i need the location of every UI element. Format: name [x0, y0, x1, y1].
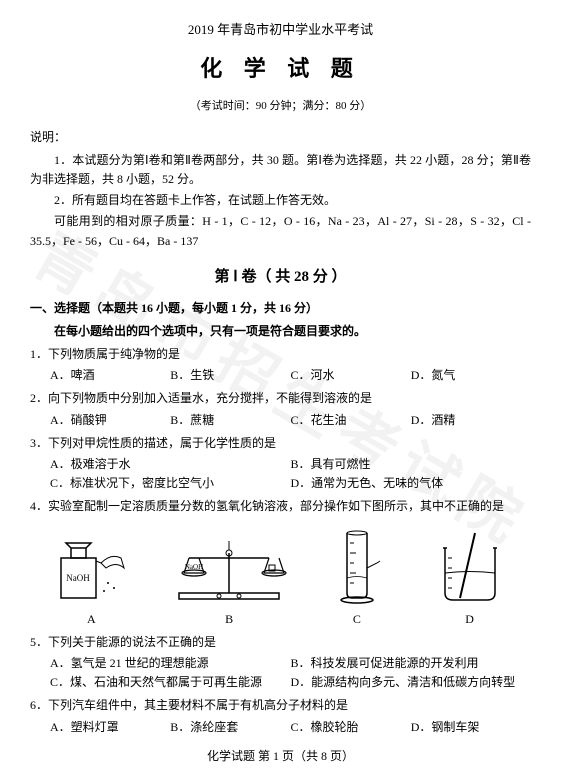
q4-label-c: C [322, 610, 392, 629]
q3-opt-d: D．通常为无色、无味的气体 [291, 474, 532, 493]
q2-stem: 2．向下列物质中分别加入适量水，充分搅拌，不能得到溶液的是 [30, 389, 531, 408]
q4-figures: NaOH A NaOH B [30, 523, 531, 629]
q5-options: A．氢气是 21 世纪的理想能源 B．科技发展可促进能源的开发利用 C．煤、石油… [50, 654, 531, 692]
q4-fig-b: NaOH B [169, 533, 289, 629]
bottle-naoh-icon: NaOH [46, 533, 136, 608]
q3-opt-c: C．标准状况下，密度比空气小 [50, 474, 291, 493]
q5-opt-d: D．能源结构向多元、清洁和低碳方向转型 [291, 673, 532, 692]
explain-1: 1．本试题分为第Ⅰ卷和第Ⅱ卷两部分，共 30 题。第Ⅰ卷为选择题，共 22 小题… [30, 151, 531, 189]
explain-2: 2．所有题目均在答题卡上作答，在试题上作答无效。 [30, 191, 531, 210]
q4-label-a: A [46, 610, 136, 629]
svg-text:NaOH: NaOH [185, 563, 203, 571]
q5-opt-a: A．氢气是 21 世纪的理想能源 [50, 654, 291, 673]
section-1-title: 第 Ⅰ 卷（ 共 28 分 ） [30, 265, 531, 289]
q4-label-b: B [169, 610, 289, 629]
mc-header-2: 在每小题给出的四个选项中，只有一项是符合题目要求的。 [30, 322, 531, 341]
exam-info: （考试时间：90 分钟；满分：80 分） [30, 98, 531, 116]
q6-opt-d: D．钢制车架 [411, 718, 531, 737]
q6-options: A．塑料灯罩 B．涤纶座套 C．橡胶轮胎 D．钢制车架 [50, 718, 531, 737]
q4-fig-d: D [425, 528, 515, 629]
q4-fig-a: NaOH A [46, 533, 136, 629]
q6-opt-b: B．涤纶座套 [170, 718, 290, 737]
cylinder-icon [322, 523, 392, 608]
q2-opt-d: D．酒精 [411, 411, 531, 430]
q6-opt-c: C．橡胶轮胎 [291, 718, 411, 737]
page-footer: 化学试题 第 1 页（共 8 页） [30, 747, 531, 766]
exam-page: 青岛市招生考试院 2019 年青岛市初中学业水平考试 化 学 试 题 （考试时间… [0, 0, 561, 781]
q6-opt-a: A．塑料灯罩 [50, 718, 170, 737]
page-title: 化 学 试 题 [30, 51, 531, 86]
q4-stem: 4．实验室配制一定溶质质量分数的氢氧化钠溶液，部分操作如下图所示，其中不正确的是 [30, 497, 531, 516]
q2-opt-a: A．硝酸钾 [50, 411, 170, 430]
q1-opt-c: C．河水 [291, 366, 411, 385]
q3-stem: 3．下列对甲烷性质的描述，属于化学性质的是 [30, 434, 531, 453]
svg-text:NaOH: NaOH [67, 573, 91, 583]
beaker-stir-icon [425, 528, 515, 608]
q3-opt-a: A．极难溶于水 [50, 455, 291, 474]
q3-opt-b: B．具有可燃性 [291, 455, 532, 474]
q1-options: A．啤酒 B．生铁 C．河水 D．氮气 [50, 366, 531, 385]
q1-stem: 1．下列物质属于纯净物的是 [30, 345, 531, 364]
balance-icon: NaOH [169, 533, 289, 608]
atomic-masses: 可能用到的相对原子质量：H - 1，C - 12，O - 16，Na - 23，… [30, 212, 531, 250]
q4-label-d: D [425, 610, 515, 629]
q1-opt-d: D．氮气 [411, 366, 531, 385]
q2-opt-c: C．花生油 [291, 411, 411, 430]
q4-fig-c: C [322, 523, 392, 629]
q2-opt-b: B．蔗糖 [170, 411, 290, 430]
explain-label: 说明： [30, 128, 531, 147]
q5-opt-b: B．科技发展可促进能源的开发利用 [291, 654, 532, 673]
page-header: 2019 年青岛市初中学业水平考试 [30, 20, 531, 41]
q5-stem: 5．下列关于能源的说法不正确的是 [30, 633, 531, 652]
mc-header-1: 一、选择题（本题共 16 小题，每小题 1 分，共 16 分） [30, 299, 531, 318]
q1-opt-b: B．生铁 [170, 366, 290, 385]
q3-options: A．极难溶于水 B．具有可燃性 C．标准状况下，密度比空气小 D．通常为无色、无… [50, 455, 531, 493]
q5-opt-c: C．煤、石油和天然气都属于可再生能源 [50, 673, 291, 692]
q1-opt-a: A．啤酒 [50, 366, 170, 385]
q6-stem: 6．下列汽车组件中，其主要材料不属于有机高分子材料的是 [30, 696, 531, 715]
q2-options: A．硝酸钾 B．蔗糖 C．花生油 D．酒精 [50, 411, 531, 430]
